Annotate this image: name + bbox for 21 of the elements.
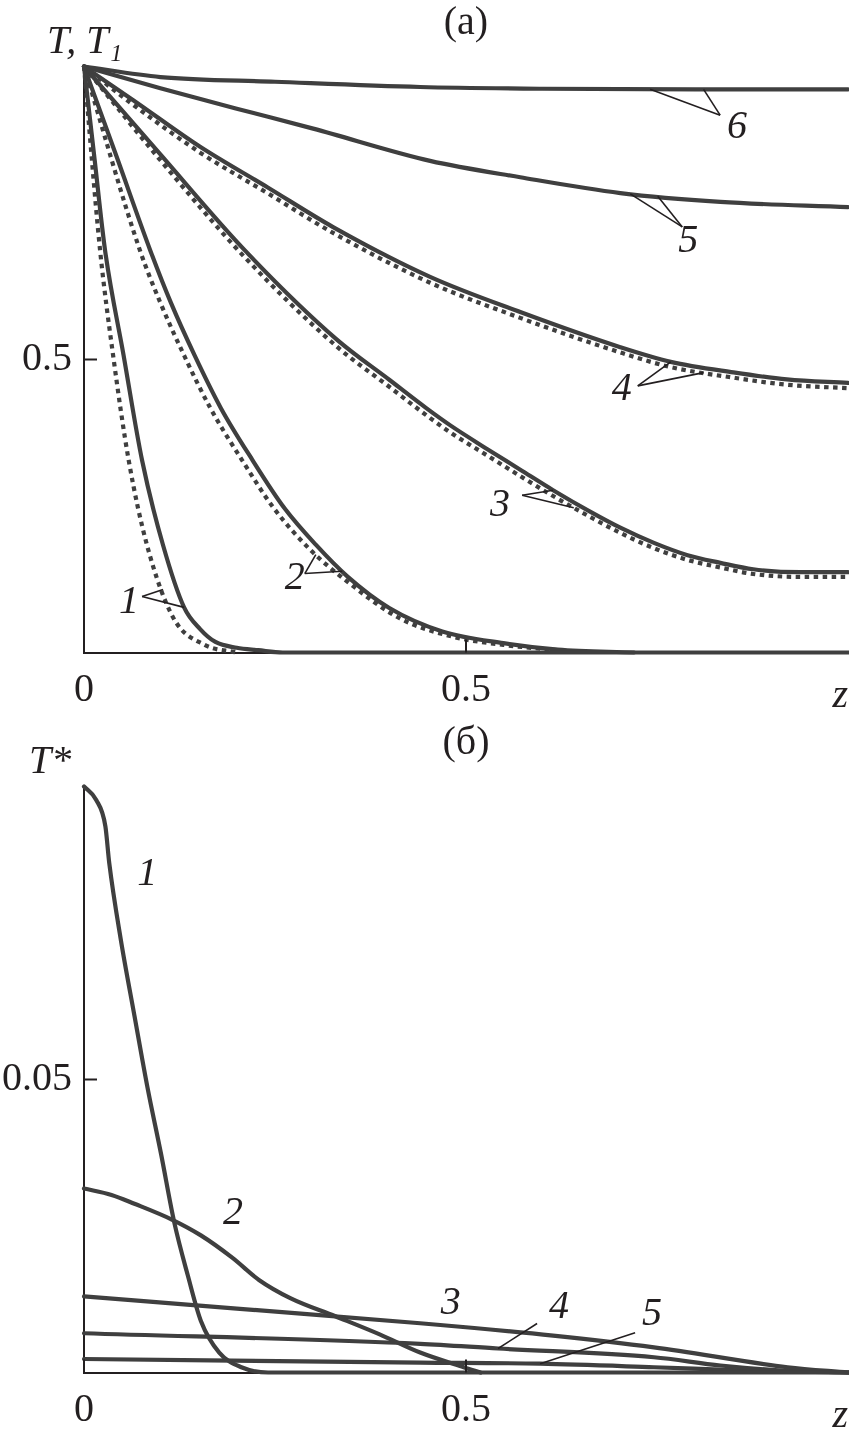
text: 0.5 [22,334,72,379]
y-axis-title: T* [29,737,72,782]
series-label: 3 [489,479,511,525]
series-label: 1 [137,848,158,894]
series-label: 1 [119,577,140,623]
y-axis-title: T, T₁ [47,17,123,62]
annotation: 4 [549,1281,570,1327]
chart-title: (б) [442,718,490,763]
annotation: 5 [642,1289,663,1335]
x-axis-title: z [831,670,849,716]
text: 0.05 [2,1054,72,1099]
x-axis-title: z [831,1390,849,1436]
x-tick-label: 0 [74,665,94,710]
series-label: 4 [611,364,632,410]
series-label: 2 [284,553,305,599]
series-label: 5 [678,216,699,262]
series-label: 3 [439,1277,461,1323]
series-label: 6 [727,101,748,147]
x-tick-label: 0 [74,1385,94,1430]
chart-title: (а) [443,0,489,43]
series-label: 2 [222,1187,243,1233]
